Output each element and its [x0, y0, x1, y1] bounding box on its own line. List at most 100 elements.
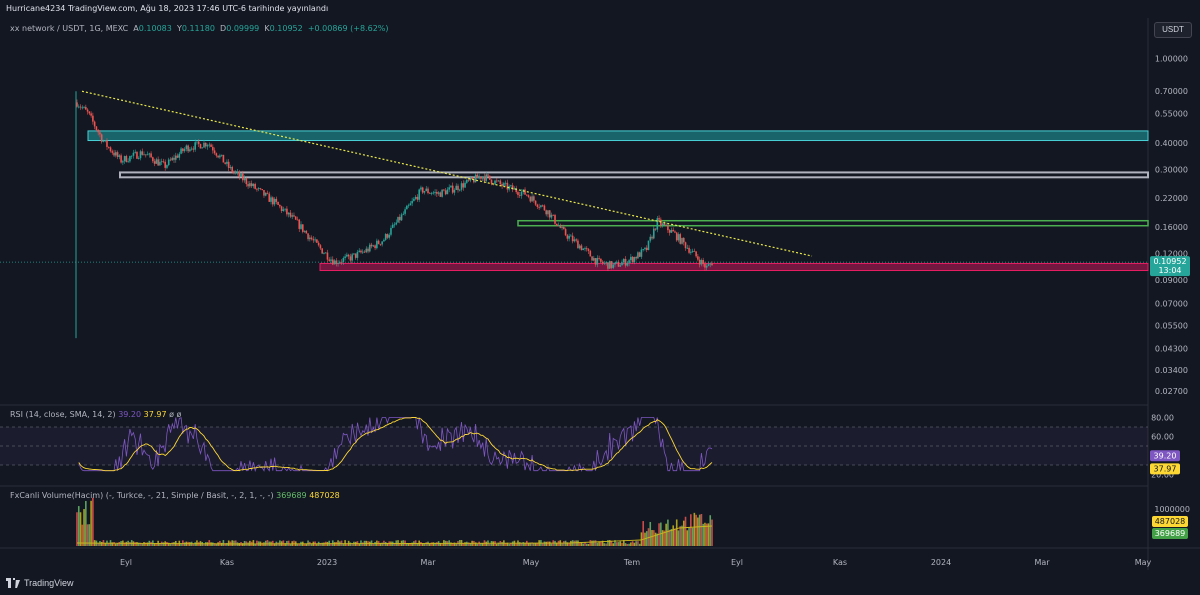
volume-bar: [227, 540, 230, 546]
volume-bar: [273, 543, 276, 546]
candle-body: [483, 176, 486, 181]
price-badge-countdown: 13:04: [1158, 266, 1181, 275]
volume-bar: [406, 543, 408, 546]
candle-body: [503, 183, 505, 186]
candle-body: [249, 183, 251, 187]
candle-body: [289, 212, 292, 217]
candle-body: [215, 153, 218, 156]
rsi-label: RSI (14, close, SMA, 14, 2): [10, 410, 116, 419]
candle-body: [652, 228, 655, 239]
volume-bar: [623, 540, 625, 546]
candle-body: [663, 223, 666, 225]
candle-body: [275, 198, 278, 202]
candle-body: [457, 185, 459, 191]
symbol-name: xx network / USDT, 1G, MEXC: [10, 24, 129, 33]
candle-body: [520, 191, 523, 196]
volume-bar: [466, 541, 468, 546]
candle-body: [695, 251, 697, 257]
volume-bar: [111, 542, 114, 546]
volume-bar: [617, 542, 620, 546]
candle-body: [279, 204, 281, 207]
candle-body: [527, 195, 530, 198]
volume-bar: [450, 542, 452, 546]
candle-body: [152, 157, 154, 162]
candle-body: [109, 147, 112, 152]
candle-body: [296, 219, 299, 221]
volume-bar: [113, 542, 115, 546]
rsi-sma-value: 37.97: [143, 410, 167, 419]
volume-bar: [316, 543, 318, 546]
candle-body: [252, 183, 255, 187]
volume-bar: [307, 540, 309, 546]
candle-body: [384, 234, 387, 240]
candle-body: [545, 210, 547, 215]
candle-body: [566, 235, 569, 239]
volume-bar: [298, 543, 301, 546]
publish-info: Hurricane4234 TradingView.com, Ağu 18, 2…: [6, 4, 329, 13]
volume-bar: [167, 542, 170, 546]
candle-body: [372, 245, 375, 247]
volume-bar: [279, 540, 281, 546]
candle-body: [219, 155, 221, 158]
time-tick-label: Eyl: [120, 558, 132, 567]
volume-bar: [628, 543, 630, 546]
price-tick-label: 0.22000: [1155, 194, 1188, 203]
volume-bar: [296, 543, 299, 546]
currency-button[interactable]: USDT: [1154, 22, 1192, 38]
volume-bar: [323, 542, 325, 546]
candle-body: [85, 106, 87, 110]
volume-bar: [233, 540, 235, 546]
candle-body: [633, 256, 636, 263]
candle-body: [564, 229, 567, 236]
candle-body: [139, 151, 142, 159]
candle-body: [398, 216, 401, 221]
volume-bar: [598, 541, 600, 546]
candle-body: [256, 188, 258, 190]
rsi-sma-badge: [1150, 463, 1180, 475]
candle-body: [448, 187, 450, 190]
volume-bar: [654, 532, 657, 546]
candle-body: [301, 224, 304, 232]
volume-bar: [481, 542, 484, 546]
candle-body: [162, 161, 165, 163]
volume-bar: [614, 540, 616, 546]
volume-badge-1-text: 369689: [1155, 529, 1186, 538]
rsi-line: [78, 417, 713, 473]
candle-body: [319, 245, 322, 249]
volume-bar: [547, 541, 549, 546]
candle-body: [656, 218, 659, 230]
candle-body: [118, 155, 121, 157]
candle-body: [298, 219, 301, 229]
candle-body: [185, 145, 188, 149]
candle-body: [377, 240, 380, 244]
candle-body: [386, 234, 389, 238]
volume-bar: [511, 541, 514, 546]
support-zone-pink: [319, 262, 1149, 272]
candle-body: [510, 185, 512, 187]
rsi-tick-label: 80.00: [1151, 414, 1174, 423]
volume-bar: [118, 541, 121, 546]
candle-body: [111, 151, 114, 153]
candle-body: [704, 263, 706, 268]
volume-bar: [123, 542, 126, 546]
volume-bar: [77, 506, 80, 546]
candle-body: [536, 204, 539, 207]
candle-body: [233, 172, 235, 173]
candle-body: [531, 196, 533, 202]
candle-body: [344, 256, 346, 259]
candle-body: [598, 258, 600, 259]
candle-body: [381, 241, 383, 245]
volume-bar: [635, 541, 637, 546]
candle-body: [550, 214, 553, 218]
candle-body: [580, 245, 583, 251]
volume-bar: [698, 514, 701, 546]
candle-body: [587, 249, 590, 252]
candle-body: [478, 176, 480, 179]
candle-body: [294, 216, 297, 220]
volume-bar: [582, 543, 585, 546]
candle-body: [137, 158, 140, 159]
volume-bar: [711, 519, 713, 546]
volume-bar: [631, 541, 634, 546]
volume-bar: [584, 542, 586, 546]
